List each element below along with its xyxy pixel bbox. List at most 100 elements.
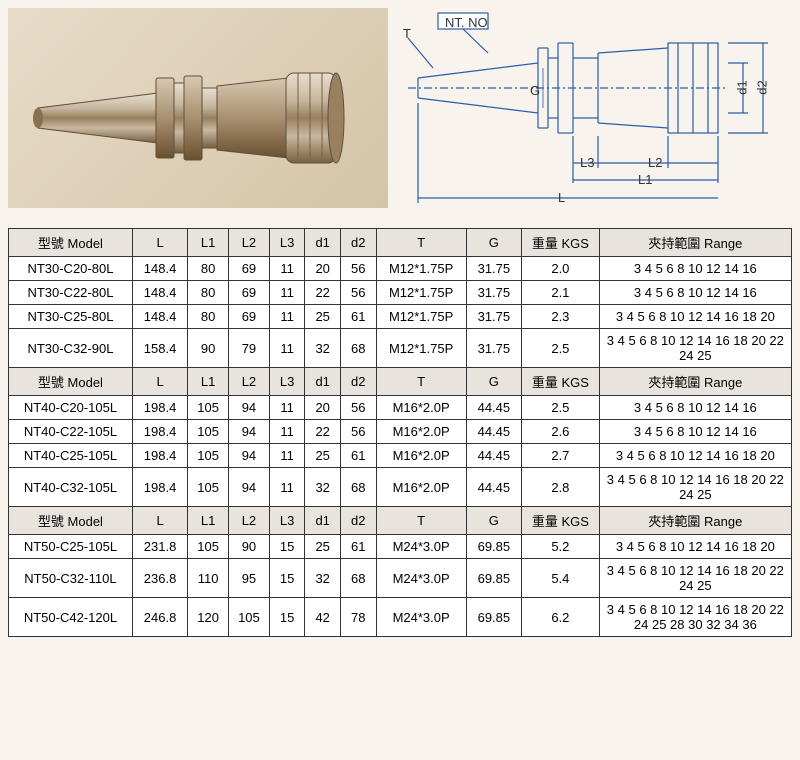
header-l: L: [132, 507, 187, 535]
cell-kgs: 2.7: [522, 444, 600, 468]
cell-model: NT50-C42-120L: [9, 598, 133, 637]
cell-model: NT40-C25-105L: [9, 444, 133, 468]
cell-l3: 11: [269, 468, 305, 507]
diag-l-label: L: [558, 190, 565, 205]
cell-g: 44.45: [466, 468, 521, 507]
cell-l: 148.4: [132, 257, 187, 281]
technical-diagram: NT. NO T G L3 L2 L1 L d1 d2: [388, 8, 788, 208]
diag-l3-label: L3: [580, 155, 594, 170]
table-row: NT40-C22-105L198.410594112256M16*2.0P44.…: [9, 420, 792, 444]
header-l1: L1: [188, 368, 229, 396]
header-d1: d1: [305, 368, 341, 396]
header-l3: L3: [269, 507, 305, 535]
cell-l: 198.4: [132, 444, 187, 468]
cell-g: 44.45: [466, 444, 521, 468]
table-row: NT30-C25-80L148.48069112561M12*1.75P31.7…: [9, 305, 792, 329]
diag-d2-label: d2: [755, 80, 770, 94]
cell-l2: 79: [229, 329, 270, 368]
header-model: 型號 Model: [9, 229, 133, 257]
header-range: 夾持範圍 Range: [599, 368, 791, 396]
table-row: NT50-C32-110L236.811095153268M24*3.0P69.…: [9, 559, 792, 598]
header-l2: L2: [229, 229, 270, 257]
cell-kgs: 5.2: [522, 535, 600, 559]
cell-l1: 120: [188, 598, 229, 637]
diag-l2-label: L2: [648, 155, 662, 170]
cell-d1: 22: [305, 420, 341, 444]
cell-t: M16*2.0P: [376, 468, 466, 507]
cell-model: NT30-C32-90L: [9, 329, 133, 368]
cell-l: 148.4: [132, 281, 187, 305]
cell-d1: 20: [305, 257, 341, 281]
cell-t: M12*1.75P: [376, 281, 466, 305]
cell-g: 31.75: [466, 329, 521, 368]
cell-d1: 25: [305, 444, 341, 468]
diag-g-label: G: [530, 83, 540, 98]
cell-g: 31.75: [466, 281, 521, 305]
header-l: L: [132, 229, 187, 257]
cell-t: M16*2.0P: [376, 444, 466, 468]
cell-range: 3 4 5 6 8 10 12 14 16 18 20 22 24 25 28 …: [599, 598, 791, 637]
cell-d2: 61: [340, 305, 376, 329]
table-row: NT50-C42-120L246.8120105154278M24*3.0P69…: [9, 598, 792, 637]
cell-model: NT50-C32-110L: [9, 559, 133, 598]
cell-d1: 22: [305, 281, 341, 305]
cell-t: M12*1.75P: [376, 329, 466, 368]
cell-d2: 61: [340, 444, 376, 468]
cell-l2: 69: [229, 281, 270, 305]
diag-d1-label: d1: [735, 80, 750, 94]
cell-t: M12*1.75P: [376, 257, 466, 281]
table-row: NT40-C25-105L198.410594112561M16*2.0P44.…: [9, 444, 792, 468]
table-row: NT30-C32-90L158.49079113268M12*1.75P31.7…: [9, 329, 792, 368]
header-kgs: 重量 KGS: [522, 229, 600, 257]
cell-d2: 68: [340, 468, 376, 507]
header-g: G: [466, 229, 521, 257]
cell-l3: 11: [269, 396, 305, 420]
cell-l2: 94: [229, 420, 270, 444]
header-d1: d1: [305, 507, 341, 535]
cell-range: 3 4 5 6 8 10 12 14 16: [599, 281, 791, 305]
header-t: T: [376, 507, 466, 535]
cell-d2: 56: [340, 396, 376, 420]
header-d1: d1: [305, 229, 341, 257]
table-row: NT30-C20-80L148.48069112056M12*1.75P31.7…: [9, 257, 792, 281]
cell-model: NT40-C32-105L: [9, 468, 133, 507]
top-section: NT. NO T G L3 L2 L1 L d1 d2: [8, 8, 792, 218]
cell-l3: 15: [269, 535, 305, 559]
cell-kgs: 2.8: [522, 468, 600, 507]
cell-l1: 80: [188, 281, 229, 305]
cell-model: NT50-C25-105L: [9, 535, 133, 559]
cell-l1: 110: [188, 559, 229, 598]
cell-d2: 56: [340, 420, 376, 444]
cell-d1: 20: [305, 396, 341, 420]
table-row: NT40-C20-105L198.410594112056M16*2.0P44.…: [9, 396, 792, 420]
cell-l2: 94: [229, 444, 270, 468]
cell-t: M16*2.0P: [376, 420, 466, 444]
cell-range: 3 4 5 6 8 10 12 14 16 18 20 22 24 25: [599, 559, 791, 598]
cell-l2: 95: [229, 559, 270, 598]
cell-d1: 25: [305, 535, 341, 559]
cell-range: 3 4 5 6 8 10 12 14 16: [599, 396, 791, 420]
cell-d2: 68: [340, 559, 376, 598]
cell-d2: 78: [340, 598, 376, 637]
cell-range: 3 4 5 6 8 10 12 14 16 18 20: [599, 535, 791, 559]
cell-range: 3 4 5 6 8 10 12 14 16 18 20 22 24 25: [599, 329, 791, 368]
cell-l3: 11: [269, 281, 305, 305]
cell-l: 148.4: [132, 305, 187, 329]
cell-g: 69.85: [466, 559, 521, 598]
cell-d1: 32: [305, 468, 341, 507]
cell-kgs: 5.4: [522, 559, 600, 598]
cell-kgs: 2.5: [522, 329, 600, 368]
header-l1: L1: [188, 507, 229, 535]
table-row: NT30-C22-80L148.48069112256M12*1.75P31.7…: [9, 281, 792, 305]
cell-l: 158.4: [132, 329, 187, 368]
cell-kgs: 2.0: [522, 257, 600, 281]
cell-d2: 56: [340, 257, 376, 281]
cell-l3: 11: [269, 420, 305, 444]
cell-kgs: 2.5: [522, 396, 600, 420]
cell-g: 31.75: [466, 305, 521, 329]
cell-l3: 11: [269, 329, 305, 368]
cell-l2: 69: [229, 257, 270, 281]
cell-t: M16*2.0P: [376, 396, 466, 420]
cell-l3: 11: [269, 305, 305, 329]
cell-l1: 105: [188, 535, 229, 559]
